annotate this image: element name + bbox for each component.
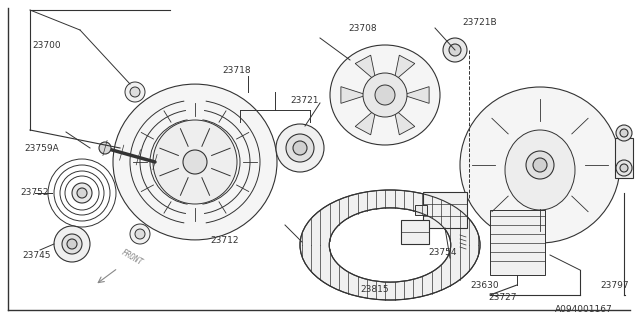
Text: 23630: 23630 xyxy=(470,281,499,290)
Text: 23745: 23745 xyxy=(22,251,51,260)
Text: 23727: 23727 xyxy=(488,293,516,302)
Polygon shape xyxy=(355,109,376,135)
Circle shape xyxy=(77,188,87,198)
Polygon shape xyxy=(341,87,367,103)
Bar xyxy=(423,192,467,228)
Bar xyxy=(415,205,427,215)
Circle shape xyxy=(443,38,467,62)
Circle shape xyxy=(135,229,145,239)
Ellipse shape xyxy=(300,190,480,300)
Polygon shape xyxy=(403,87,429,103)
Text: 23721B: 23721B xyxy=(462,18,497,27)
Circle shape xyxy=(130,87,140,97)
Text: 23797: 23797 xyxy=(600,281,628,290)
Text: A094001167: A094001167 xyxy=(555,306,612,315)
Circle shape xyxy=(276,124,324,172)
Circle shape xyxy=(54,226,90,262)
Circle shape xyxy=(125,82,145,102)
Text: 23708: 23708 xyxy=(348,23,376,33)
Polygon shape xyxy=(394,55,415,81)
Circle shape xyxy=(130,224,150,244)
Text: 23759A: 23759A xyxy=(24,143,59,153)
Text: 23700: 23700 xyxy=(32,41,61,50)
Ellipse shape xyxy=(329,208,451,282)
Circle shape xyxy=(67,239,77,249)
Circle shape xyxy=(363,73,407,117)
Circle shape xyxy=(286,134,314,162)
Circle shape xyxy=(375,85,395,105)
Circle shape xyxy=(533,158,547,172)
Bar xyxy=(490,210,545,275)
Text: 23721: 23721 xyxy=(290,95,319,105)
Bar xyxy=(401,220,429,244)
Ellipse shape xyxy=(460,87,620,243)
Circle shape xyxy=(293,141,307,155)
Circle shape xyxy=(620,129,628,137)
Text: 23754: 23754 xyxy=(428,247,456,257)
Circle shape xyxy=(72,183,92,203)
Ellipse shape xyxy=(505,130,575,210)
Circle shape xyxy=(449,44,461,56)
Text: 23718: 23718 xyxy=(222,66,251,75)
Ellipse shape xyxy=(113,84,277,240)
Text: 23815: 23815 xyxy=(360,285,388,294)
Circle shape xyxy=(99,142,111,154)
Circle shape xyxy=(616,160,632,176)
Text: 23712: 23712 xyxy=(210,236,239,244)
Text: 23752: 23752 xyxy=(20,188,49,196)
Circle shape xyxy=(526,151,554,179)
Circle shape xyxy=(62,234,82,254)
Circle shape xyxy=(153,120,237,204)
Bar xyxy=(615,138,633,178)
Polygon shape xyxy=(394,109,415,135)
Circle shape xyxy=(620,164,628,172)
Polygon shape xyxy=(355,55,376,81)
Circle shape xyxy=(183,150,207,174)
Ellipse shape xyxy=(330,45,440,145)
Text: FRONT: FRONT xyxy=(120,248,145,267)
Circle shape xyxy=(616,125,632,141)
